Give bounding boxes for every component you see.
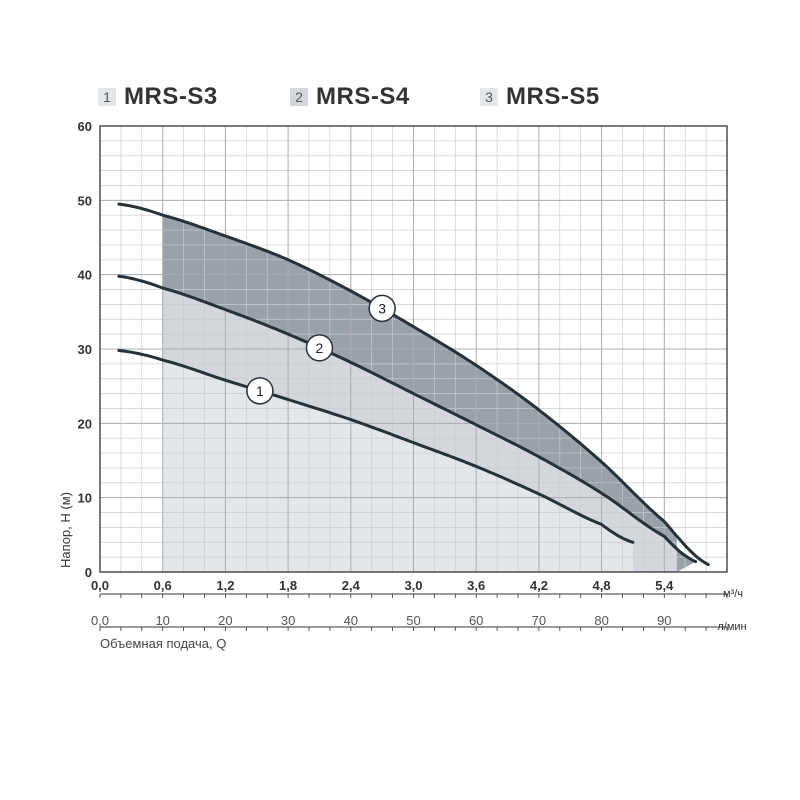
tick-labels: 0 10 20 30 40 50 60 0,0 0,6 1,2 1,8 2,4 3,0 3,6 4,2 4,8… [78,119,675,628]
curve-badge-3: 3 [368,294,396,323]
y-tick-label: 60 [78,119,92,134]
x-tick-label-m3h: 1,2 [216,578,234,593]
legend-number-3: 3 [480,88,498,106]
x-tick-label-lmin: 40 [344,613,358,628]
y-tick-label: 50 [78,193,92,208]
grid [99,125,728,573]
curve-badge-label: 1 [256,383,264,399]
x-tick-label-lmin: 90 [657,613,671,628]
x-tick-label-m3h: 1,8 [279,578,297,593]
x-tick-label-m3h: 4,2 [530,578,548,593]
x-tick-label-lmin: 50 [406,613,420,628]
x-tick-label-lmin: 0,0 [91,613,109,628]
y-tick-label: 0 [85,565,92,580]
x-tick-label-m3h: 0,6 [154,578,172,593]
curve-mrs-s4 [117,274,698,564]
legend-item-1: 1 MRS-S3 [98,82,218,112]
y-tick-label: 20 [78,416,92,431]
curve-badge-label: 2 [316,340,324,356]
curves: 1 2 3 [117,202,710,567]
axes [99,125,728,631]
legend-label-3: MRS-S5 [506,83,600,110]
curve-badge-circle [368,294,396,323]
x-tick-label-m3h: 3,6 [467,578,485,593]
x-tick-label-m3h: 2,4 [342,578,361,593]
y-tick-label: 30 [78,342,92,357]
legend-item-3: 3 MRS-S5 [480,82,600,112]
curve-badge-label: 3 [378,300,386,316]
x-tick-label-m3h: 0,0 [91,578,109,593]
x-unit-top: м³/ч [723,588,743,600]
curve-badge-1: 1 [246,377,274,405]
band-mrs-s4 [162,288,677,572]
x-axis-label: Объемная подача, Q [100,636,226,651]
x-tick-label-m3h: 5,4 [655,578,674,593]
x-tick-label-m3h: 4,8 [593,578,611,593]
legend-label-2: MRS-S4 [316,83,410,110]
y-tick-label: 40 [78,268,92,283]
curve-badge-circle [246,377,274,405]
legend-number-2: 2 [290,88,308,106]
legend-label-1: MRS-S3 [124,83,218,110]
y-axis-label: Напор, H (м) [58,492,73,568]
x-tick-label-m3h: 3,0 [404,578,422,593]
curve-mrs-s5 [117,202,710,567]
x-tick-label-lmin: 70 [532,613,546,628]
curve-badge-circle [305,334,334,362]
x-tick-label-lmin: 20 [218,613,232,628]
x-tick-label-lmin: 80 [594,613,608,628]
curve-badge-2: 2 [305,334,334,362]
curve-mrs-s3 [117,349,635,544]
x-tick-label-lmin: 10 [155,613,169,628]
x-tick-label-lmin: 60 [469,613,483,628]
x-tick-label-lmin: 30 [281,613,295,628]
legend-item-2: 2 MRS-S4 [290,82,410,112]
band-mrs-s3 [162,360,677,572]
plot-frame [99,125,728,573]
y-tick-label: 10 [78,491,92,506]
legend-number-1: 1 [98,88,116,106]
x-unit-bottom: л/мин [717,621,746,633]
